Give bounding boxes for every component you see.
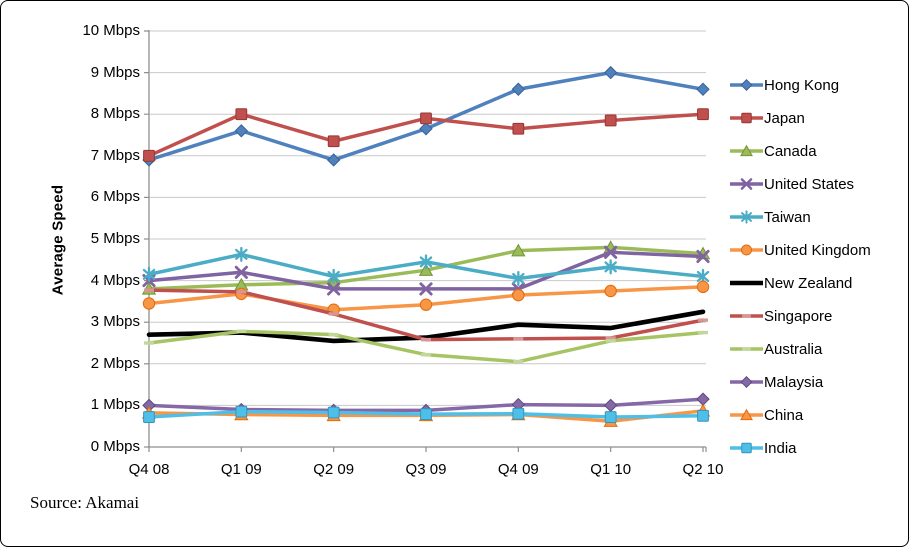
legend-label: New Zealand (764, 274, 853, 292)
legend-item-taiwan: Taiwan (730, 208, 811, 226)
legend-label: Canada (764, 142, 817, 160)
legend-item-india: India (730, 439, 797, 457)
legend-label: Australia (764, 340, 823, 358)
series-markers-australia (144, 329, 708, 364)
x-tick-label: Q4 08 (128, 461, 170, 478)
series-markers-japan (143, 108, 709, 162)
y-tick-label: 10 Mbps (82, 22, 140, 39)
x-tick-label: Q2 10 (682, 461, 724, 478)
legend-marker-china (730, 408, 763, 421)
x-tick-label: Q1 09 (220, 461, 262, 478)
legend-label: China (764, 406, 804, 424)
y-tick-label: 7 Mbps (90, 146, 140, 164)
y-tick-label: 1 Mbps (90, 396, 140, 414)
legend-item-united-kingdom: United Kingdom (730, 241, 871, 259)
legend-marker-new-zealand (730, 280, 763, 286)
x-tick-label: Q3 09 (405, 461, 447, 478)
legend-marker-japan (730, 112, 763, 124)
y-tick-label: 4 Mbps (90, 271, 140, 289)
legend-label: Singapore (764, 307, 833, 325)
legend-label: Japan (764, 109, 805, 127)
y-tick-label: 3 Mbps (90, 313, 140, 331)
legend-label: Malaysia (764, 373, 824, 391)
legend-marker-malaysia (730, 376, 763, 388)
legend-marker-canada (730, 144, 763, 157)
source-note: Source: Akamai (30, 493, 140, 512)
legend-item-hong-kong: Hong Kong (730, 76, 839, 94)
legend-item-singapore: Singapore (730, 307, 832, 325)
legend-marker-singapore (730, 314, 763, 318)
legend-marker-hong-kong (730, 79, 763, 91)
legend-marker-united-states (730, 178, 763, 190)
y-tick-label: 6 Mbps (90, 188, 140, 206)
legend-item-australia: Australia (730, 340, 822, 358)
x-tick-label: Q4 09 (497, 461, 539, 478)
y-tick-label: 5 Mbps (90, 230, 140, 247)
y-tick-label: 0 Mbps (90, 438, 140, 455)
legend-label: Taiwan (764, 208, 811, 226)
series-markers-hong-kong (142, 65, 710, 167)
legend-marker-india (730, 442, 763, 454)
legend-marker-taiwan (730, 210, 763, 224)
x-tick-label: Q1 10 (590, 461, 632, 478)
legend-item-united-states: United States (730, 175, 854, 193)
series-markers-taiwan (142, 246, 710, 287)
legend-marker-australia (730, 347, 763, 351)
legend-label: Hong Kong (764, 76, 840, 94)
y-tick-label: 8 Mbps (90, 105, 140, 123)
legend-item-malaysia: Malaysia (730, 373, 823, 391)
legend-label: India (764, 439, 797, 457)
series-markers-india (143, 405, 709, 423)
series-markers-singapore (144, 288, 708, 342)
y-tick-label: 2 Mbps (90, 354, 140, 372)
legend-label: United States (764, 175, 855, 193)
x-tick-label: Q2 09 (313, 461, 355, 478)
legend-item-canada: Canada (730, 142, 817, 160)
y-tick-label: 9 Mbps (90, 63, 140, 81)
legend-item-china: China (730, 406, 803, 424)
legend-label: United Kingdom (764, 241, 871, 259)
legend-item-japan: Japan (730, 109, 805, 127)
legend-marker-united-kingdom (730, 244, 763, 256)
series-markers-united-states (142, 245, 710, 296)
legend-item-new-zealand: New Zealand (730, 274, 852, 292)
